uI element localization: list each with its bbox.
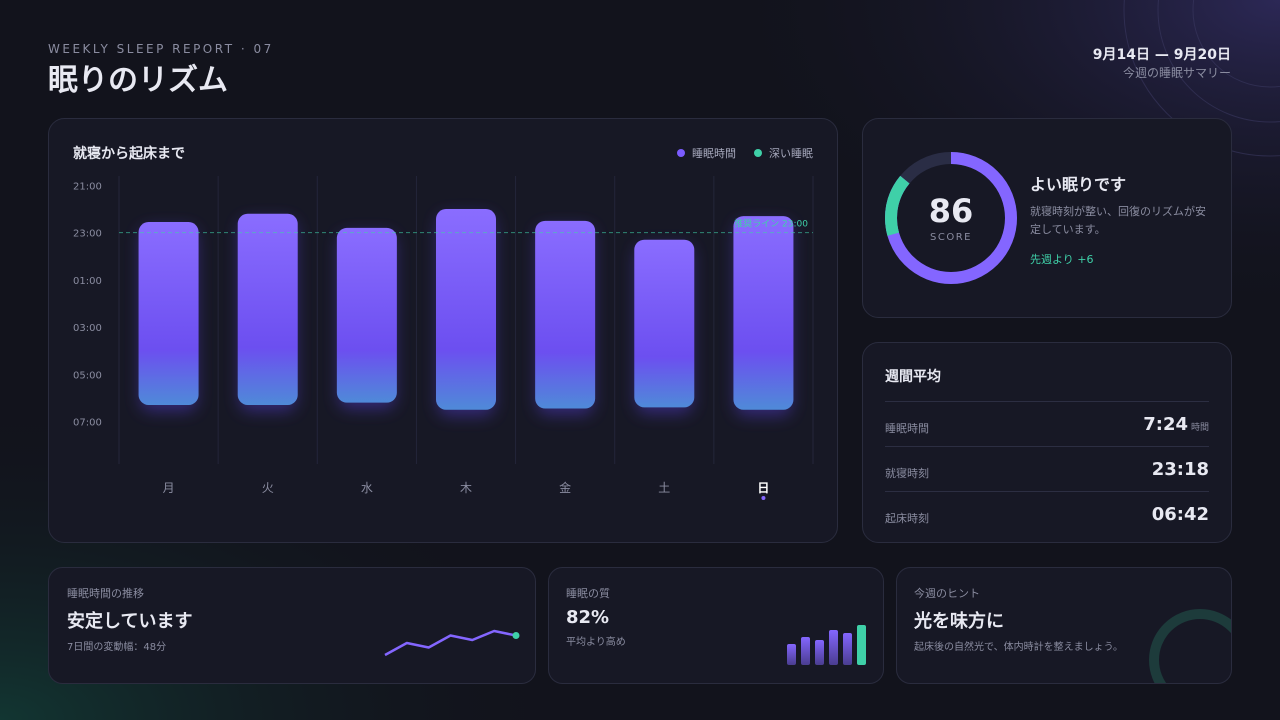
highlight-dot: [761, 496, 766, 500]
card-note: 起床後の自然光で、体内時計を整えましょう。: [914, 640, 1123, 653]
card-note: 7日間の変動幅：48分: [67, 640, 166, 653]
y-tick-label: 23:00: [73, 229, 102, 240]
x-tick-label: 月: [163, 481, 175, 495]
y-tick-label: 03:00: [73, 323, 102, 334]
bar: [237, 213, 298, 405]
legend-label: 深い睡眠: [769, 147, 813, 160]
bar: [336, 227, 397, 403]
row-value: 7:24: [1143, 414, 1188, 435]
mini-bar: [801, 637, 810, 665]
bar: [436, 209, 496, 410]
gauge-accent: [885, 152, 1017, 284]
bar: [535, 220, 596, 409]
sparkline-end: [512, 632, 520, 639]
y-tick-label: 21:00: [73, 181, 102, 192]
mini-bar: [857, 625, 866, 665]
x-tick-label: 火: [262, 481, 274, 495]
row-label: 起床時刻: [885, 511, 929, 525]
card-title: 光を味方に: [913, 610, 1004, 632]
score-label: SCORE: [930, 232, 972, 243]
x-tick-label: 水: [361, 481, 373, 495]
weekly-card: [862, 342, 1232, 543]
row-label: 就寝時刻: [885, 466, 929, 480]
y-tick-label: 07:00: [73, 418, 102, 429]
card-note: 平均より高め: [566, 635, 626, 648]
score-description: 定しています。: [1030, 222, 1106, 236]
mini-bar: [843, 633, 852, 665]
y-tick-label: 05:00: [73, 370, 102, 381]
score-card: [862, 118, 1232, 318]
bar: [138, 222, 199, 405]
card-eyebrow: 今週のヒント: [914, 586, 980, 600]
row-value: 06:42: [1152, 504, 1209, 525]
row-unit: 時間: [1191, 422, 1209, 433]
bar: [634, 239, 695, 408]
row-value: 23:18: [1152, 459, 1209, 480]
reference-label: 推奨ライン 23:00: [734, 218, 808, 230]
weekly-title: 週間平均: [885, 368, 941, 385]
card: [896, 567, 1232, 684]
x-tick-label: 土: [658, 481, 670, 495]
score-delta: 先週より +6: [1030, 253, 1094, 266]
x-tick-label: 木: [460, 481, 472, 495]
card: [548, 567, 884, 684]
card: [48, 567, 536, 684]
x-tick-label: 日: [757, 481, 769, 495]
y-tick-label: 01:00: [73, 276, 102, 287]
eyebrow: WEEKLY SLEEP REPORT · 07: [48, 42, 274, 56]
mini-bar: [787, 644, 796, 665]
date-caption: 今週の睡眠サマリー: [1123, 65, 1231, 80]
card-title: 82%: [566, 607, 609, 628]
chart-title: 就寝から起床まで: [73, 145, 185, 162]
legend-label: 睡眠時間: [692, 147, 736, 160]
card-title: 安定しています: [67, 610, 192, 632]
decor-ring: [1149, 609, 1231, 683]
score-headline: よい眠りです: [1030, 175, 1126, 194]
score-description: 就寝時刻が整い、回復のリズムが安: [1030, 204, 1206, 218]
legend-swatch: [754, 149, 762, 157]
mini-bar: [829, 630, 838, 665]
legend-swatch: [677, 149, 685, 157]
row-dividers: [885, 401, 1209, 492]
date-range: 9月14日 — 9月20日: [1093, 47, 1231, 63]
page-title: 眠りのリズム: [48, 63, 228, 98]
sparkline: [384, 629, 517, 657]
card-eyebrow: 睡眠時間の推移: [67, 586, 144, 600]
decor-rings: [1123, 0, 1280, 157]
bar: [733, 216, 794, 410]
score-value: 86: [929, 192, 974, 230]
row-label: 睡眠時間: [885, 422, 929, 435]
mini-bar: [815, 640, 824, 665]
card-eyebrow: 睡眠の質: [566, 586, 610, 600]
x-tick-label: 金: [559, 480, 571, 495]
